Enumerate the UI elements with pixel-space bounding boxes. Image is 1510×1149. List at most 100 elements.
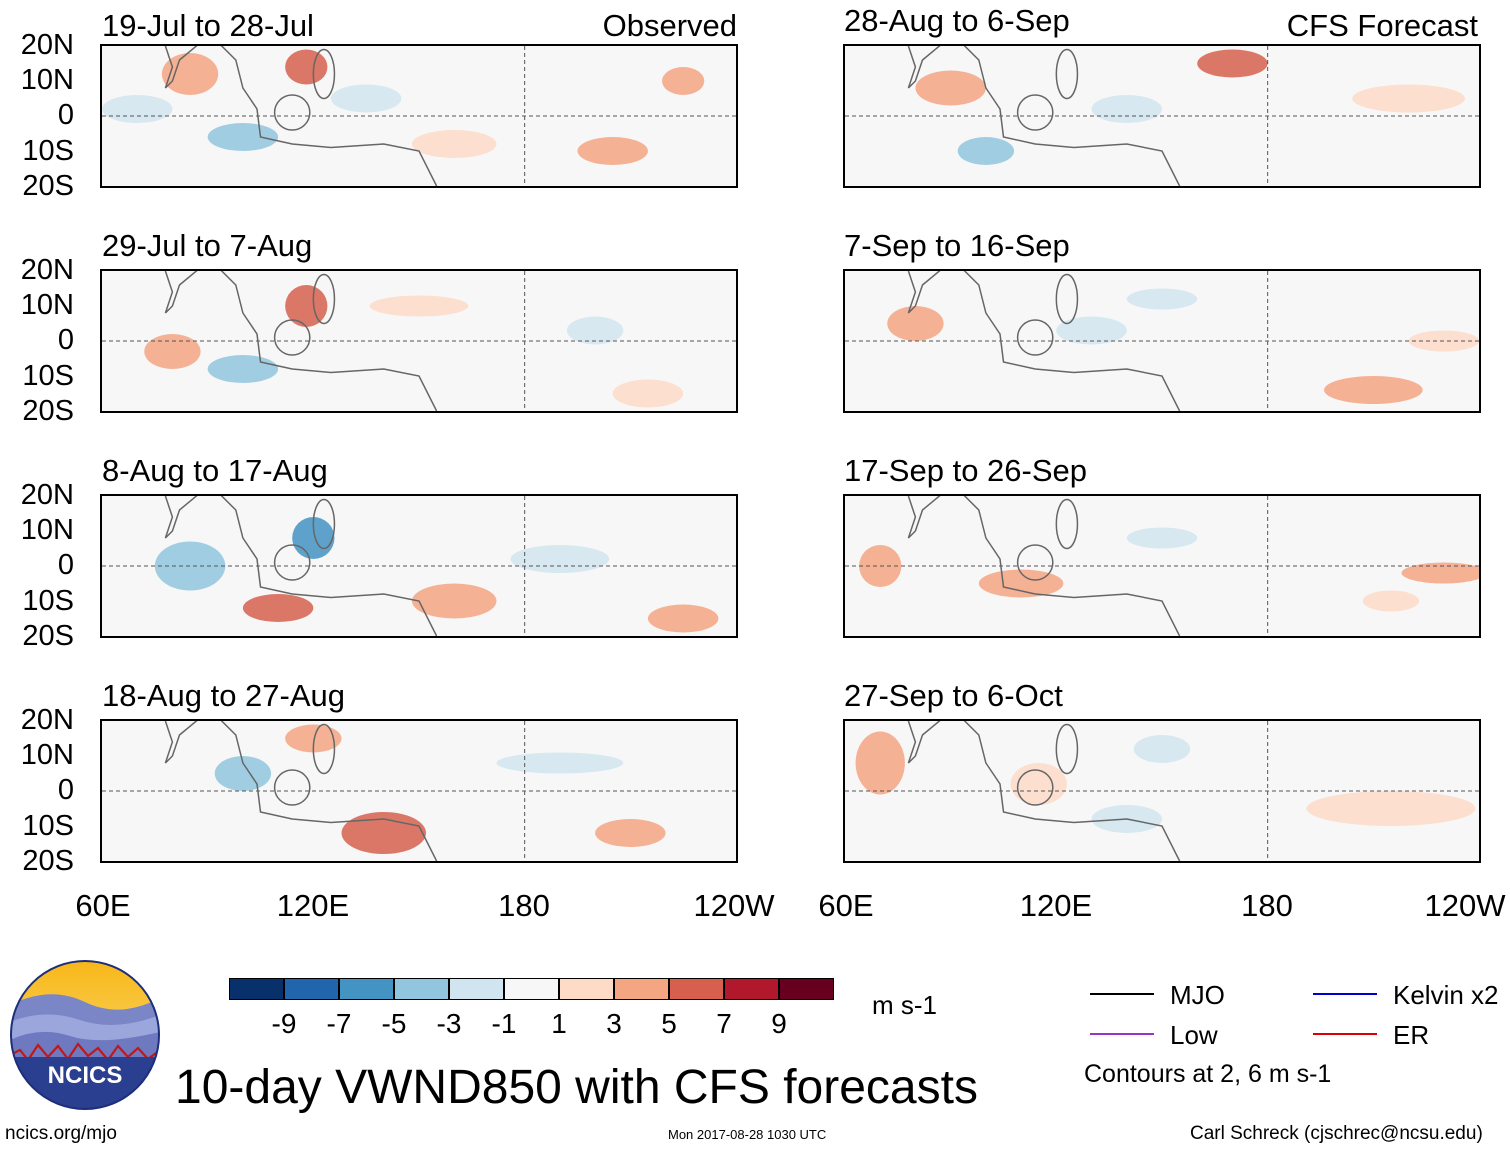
coastline-borneo — [1016, 94, 1054, 131]
coastline — [164, 271, 438, 411]
lat-tick-label: 0 — [57, 774, 74, 806]
colorbar-swatch — [229, 978, 284, 1000]
colorbar-swatch — [449, 978, 504, 1000]
anomaly-region — [978, 569, 1064, 598]
heatmap-plot — [845, 721, 1479, 861]
anomaly-region — [411, 583, 497, 619]
lon-tick-label-right: 120E — [1019, 888, 1093, 923]
coastline — [164, 496, 438, 636]
legend-line-mjo — [1090, 993, 1154, 995]
coastline-philippines — [1055, 498, 1079, 550]
colorbar-tick-label: 1 — [551, 1008, 567, 1039]
anomaly-region — [647, 604, 719, 633]
legend-line-kelvin — [1313, 993, 1377, 995]
heatmap-plot — [102, 721, 736, 861]
anomaly-region — [577, 137, 648, 165]
anomaly-region — [612, 379, 684, 408]
lat-tick-label: 20S — [22, 845, 74, 877]
heatmap-panel-obs-3 — [100, 494, 738, 638]
colorbar-tick-label: -5 — [381, 1008, 407, 1039]
colorbar-swatch — [724, 978, 779, 1000]
colorbar-swatch — [779, 978, 834, 1000]
lat-tick-label: 20S — [22, 620, 74, 652]
colorbar-swatch — [614, 978, 669, 1000]
colorbar-swatch — [339, 978, 394, 1000]
anomaly-region — [496, 752, 624, 774]
legend-label-er: ER — [1393, 1020, 1430, 1050]
coastline-borneo — [1016, 319, 1054, 356]
colorbar-tick-label: 7 — [716, 1008, 732, 1039]
anomaly-region — [369, 295, 469, 317]
anomaly-region — [1091, 95, 1162, 123]
lat-tick-label: 0 — [57, 549, 74, 581]
heatmap-plot — [845, 46, 1479, 186]
coastline-borneo — [273, 94, 311, 131]
legend-label-mjo: MJO — [1170, 980, 1225, 1010]
anomaly-region — [595, 819, 666, 847]
anomaly-region — [1126, 288, 1198, 310]
lat-tick-label: 20S — [22, 395, 74, 427]
anomaly-region — [1056, 316, 1127, 345]
panel-title-fcst-4: 27-Sep to 6-Oct — [844, 678, 1063, 713]
lon-tick-label-left: 120E — [276, 888, 350, 923]
coastline-philippines — [312, 48, 336, 100]
footer-url[interactable]: ncics.org/mjo — [5, 1123, 117, 1144]
anomaly-region — [510, 545, 610, 573]
coastline — [907, 271, 1181, 411]
anomaly-region — [1306, 791, 1476, 826]
coastline — [907, 496, 1181, 636]
colorbar-swatch — [394, 978, 449, 1000]
anomaly-region — [285, 724, 342, 753]
colorbar-swatch — [669, 978, 724, 1000]
anomaly-region — [1126, 527, 1198, 549]
panel-title-obs-4: 18-Aug to 27-Aug — [102, 678, 346, 713]
lat-tick-label: 0 — [57, 99, 74, 131]
lon-tick-label-left: 120W — [693, 888, 775, 923]
lat-tick-label: 10S — [22, 585, 74, 617]
anomaly-region — [242, 594, 314, 622]
lat-tick-label: 10N — [20, 514, 74, 546]
logo-wordmark: NCICS — [48, 1062, 123, 1089]
chart-title: 10-day VWND850 with CFS forecasts — [175, 1061, 978, 1114]
lat-tick-label: 10S — [22, 360, 74, 392]
contour-note: Contours at 2, 6 m s-1 — [1084, 1060, 1332, 1088]
coastline-philippines — [312, 723, 336, 775]
lat-tick-label: 20N — [20, 479, 74, 511]
coastline — [164, 721, 438, 861]
lon-tick-label-left: 60E — [75, 888, 131, 923]
footer-timestamp: Mon 2017-08-28 1030 UTC — [668, 1127, 827, 1142]
legend-label-low: Low — [1170, 1020, 1218, 1050]
panel-title-fcst-1: 28-Aug to 6-Sep — [844, 3, 1070, 38]
panel-title-obs-1: 19-Jul to 28-Jul — [102, 8, 314, 43]
panel-title-obs-2: 29-Jul to 7-Aug — [102, 228, 313, 263]
heatmap-panel-obs-1 — [100, 44, 738, 188]
panel-title-fcst-2: 7-Sep to 16-Sep — [844, 228, 1070, 263]
coastline-borneo — [1016, 544, 1054, 581]
lon-tick-label-right: 120W — [1424, 888, 1506, 923]
coastline — [164, 46, 438, 186]
lat-tick-label: 0 — [57, 324, 74, 356]
coastline-borneo — [1016, 769, 1054, 806]
anomaly-region — [207, 355, 279, 383]
heatmap-panel-fcst-2 — [843, 269, 1481, 413]
coastline-borneo — [273, 544, 311, 581]
heatmap-panel-obs-2 — [100, 269, 738, 413]
legend-label-kelvin: Kelvin x2 — [1393, 980, 1499, 1010]
heatmap-panel-fcst-1 — [843, 44, 1481, 188]
anomaly-region — [1362, 590, 1420, 612]
lat-tick-label: 20N — [20, 704, 74, 736]
lat-tick-label: 10N — [20, 289, 74, 321]
heatmap-plot — [102, 46, 736, 186]
heatmap-plot — [102, 271, 736, 411]
anomaly-region — [1197, 49, 1268, 78]
coastline-philippines — [312, 273, 336, 325]
lat-tick-label: 10S — [22, 135, 74, 167]
heatmap-panel-obs-4 — [100, 719, 738, 863]
anomaly-region — [662, 67, 705, 95]
anomaly-region — [214, 756, 272, 791]
coastline-philippines — [312, 498, 336, 550]
lat-tick-label: 20N — [20, 29, 74, 61]
anomaly-region — [855, 731, 905, 795]
lat-tick-label: 20S — [22, 170, 74, 202]
anomaly-region — [102, 95, 173, 123]
